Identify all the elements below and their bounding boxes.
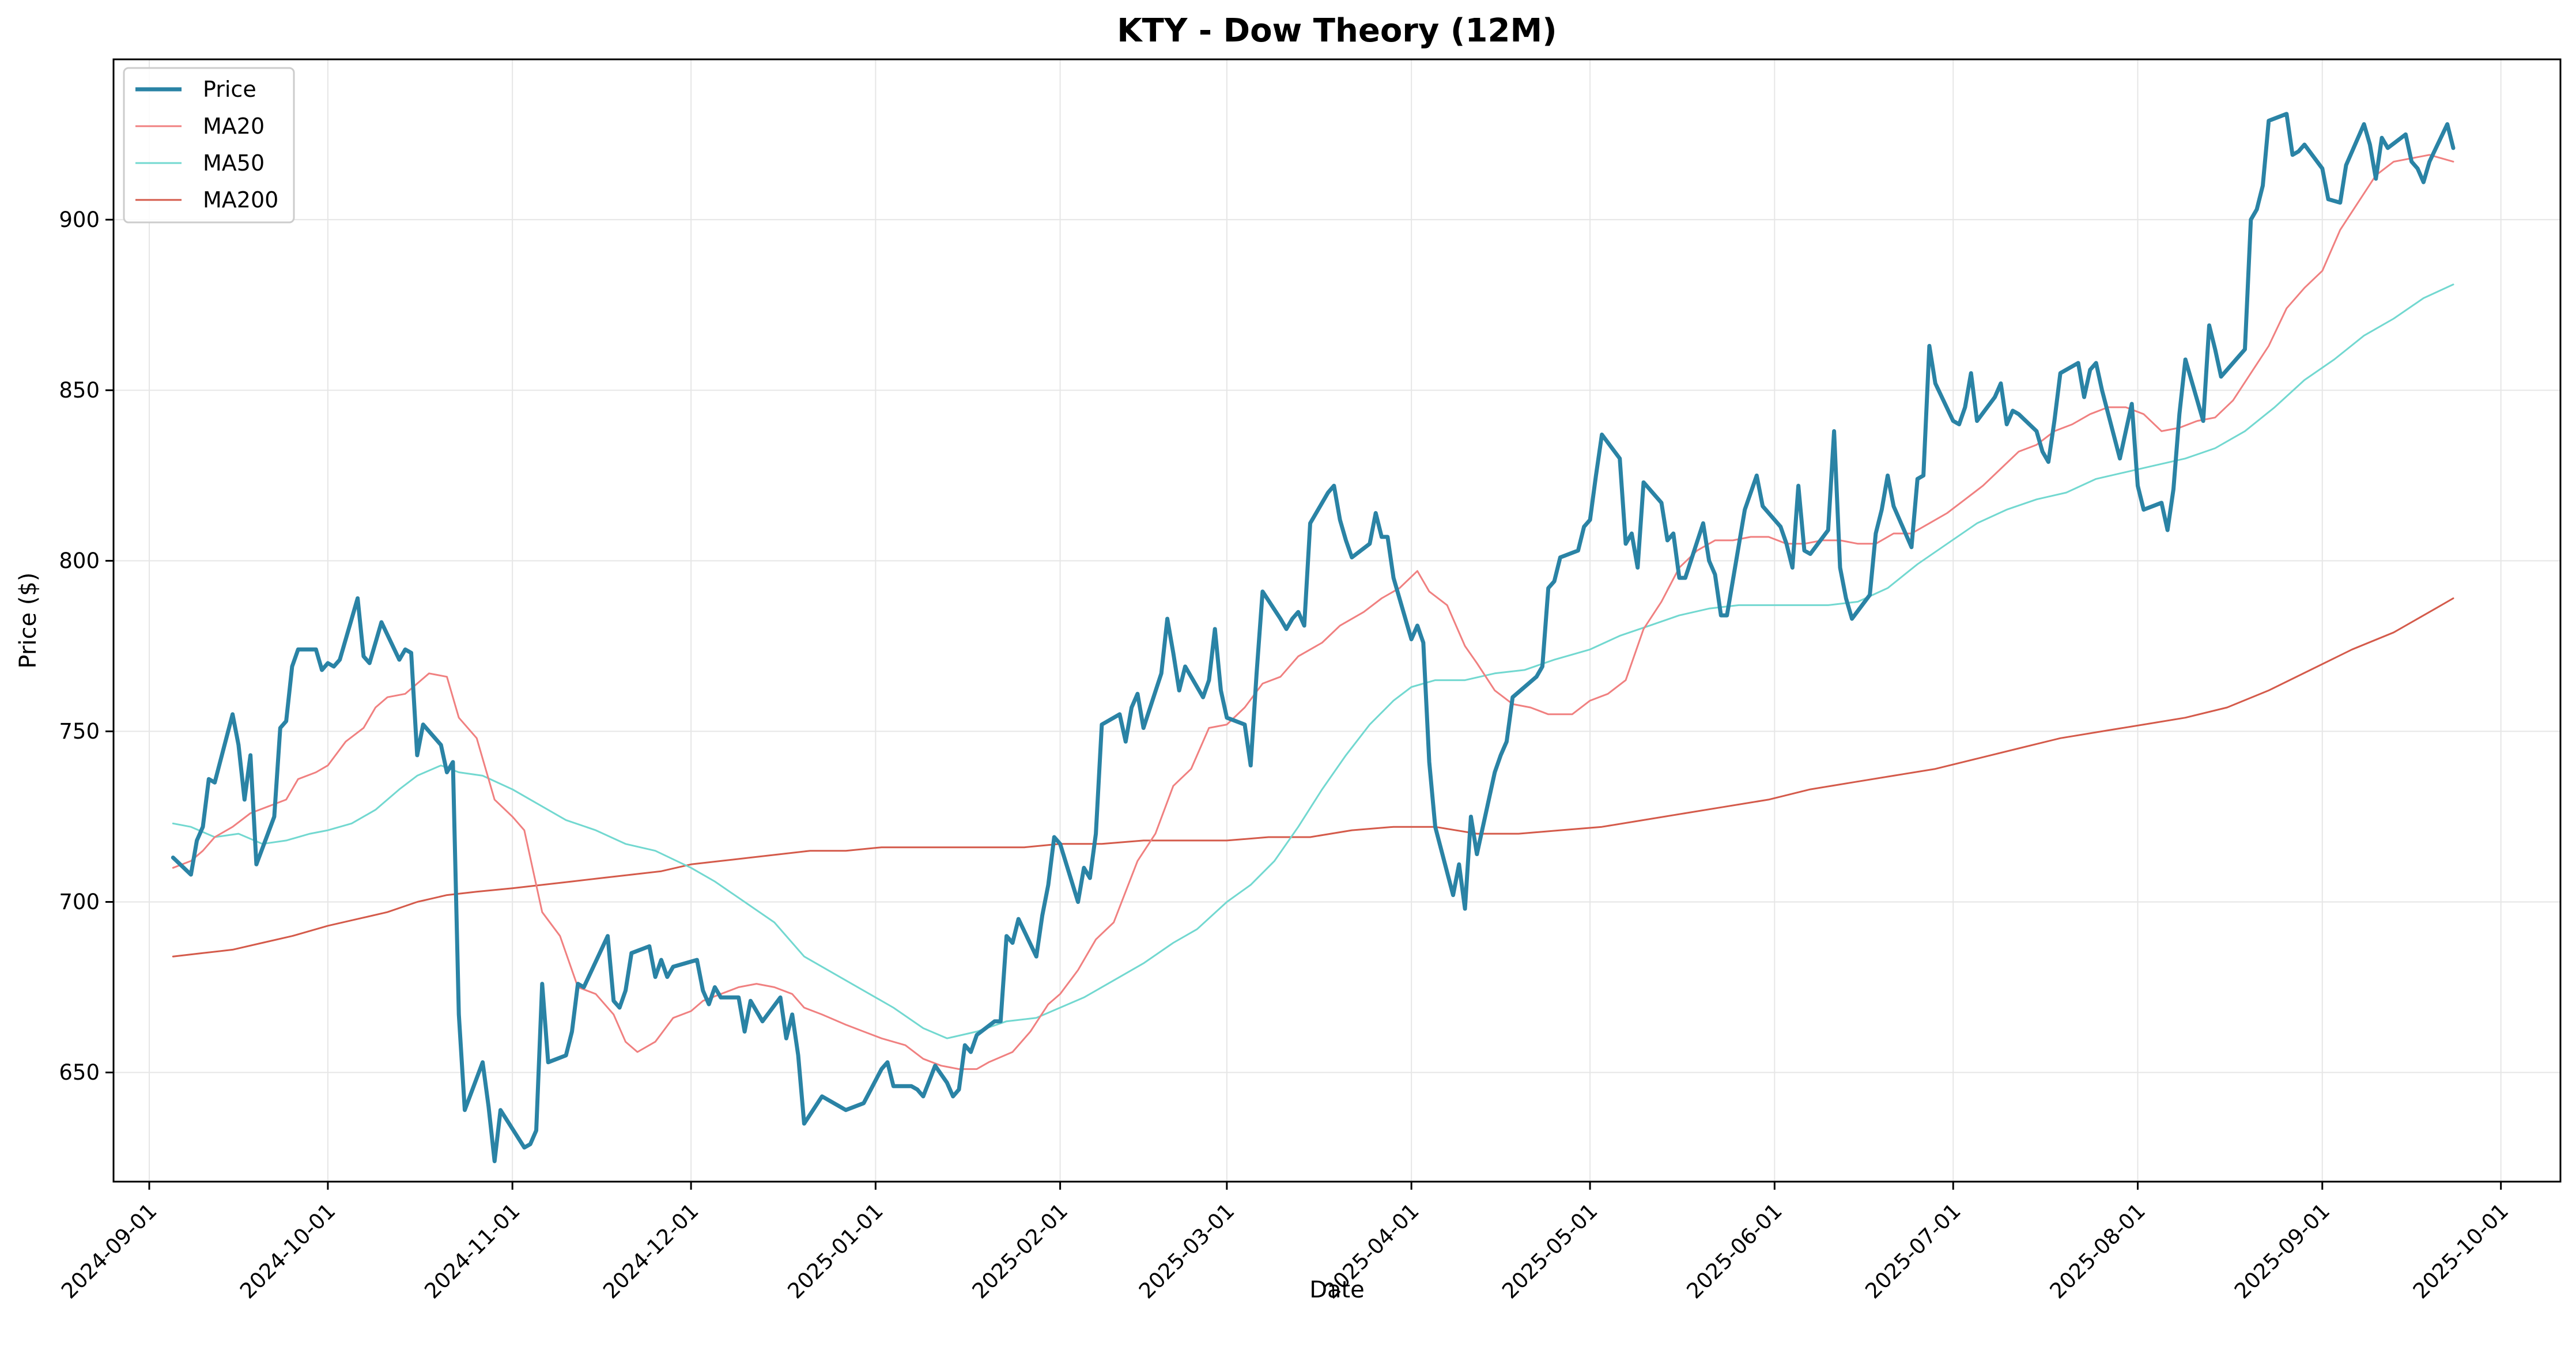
y-tick-label: 900 [59,207,100,232]
y-tick-label: 850 [59,378,100,403]
x-axis-label: Date [1309,1277,1365,1303]
y-tick-label: 800 [59,548,100,573]
plot-series [171,112,2456,1163]
y-tick-label: 650 [59,1060,100,1085]
legend-label-price: Price [203,77,256,102]
legend-label-ma20: MA20 [203,113,265,139]
series-line-price [171,112,2456,1163]
series-line-ma50 [172,283,2454,1039]
legend-label-ma50: MA50 [203,150,265,176]
series-line-ma20 [172,154,2454,1070]
plot-frame [112,58,2562,1183]
y-axis-label: Price ($) [15,573,41,669]
y-tick-label: 700 [59,890,100,914]
legend: Price MA20 MA50 MA200 [123,67,295,224]
legend-frame [123,67,295,224]
chart-title: KTY - Dow Theory (12M) [1117,12,1557,50]
series-line-ma200 [172,597,2454,958]
grid [114,59,2560,1182]
y-tick-label: 750 [59,719,100,744]
legend-label-ma200: MA200 [203,187,278,213]
